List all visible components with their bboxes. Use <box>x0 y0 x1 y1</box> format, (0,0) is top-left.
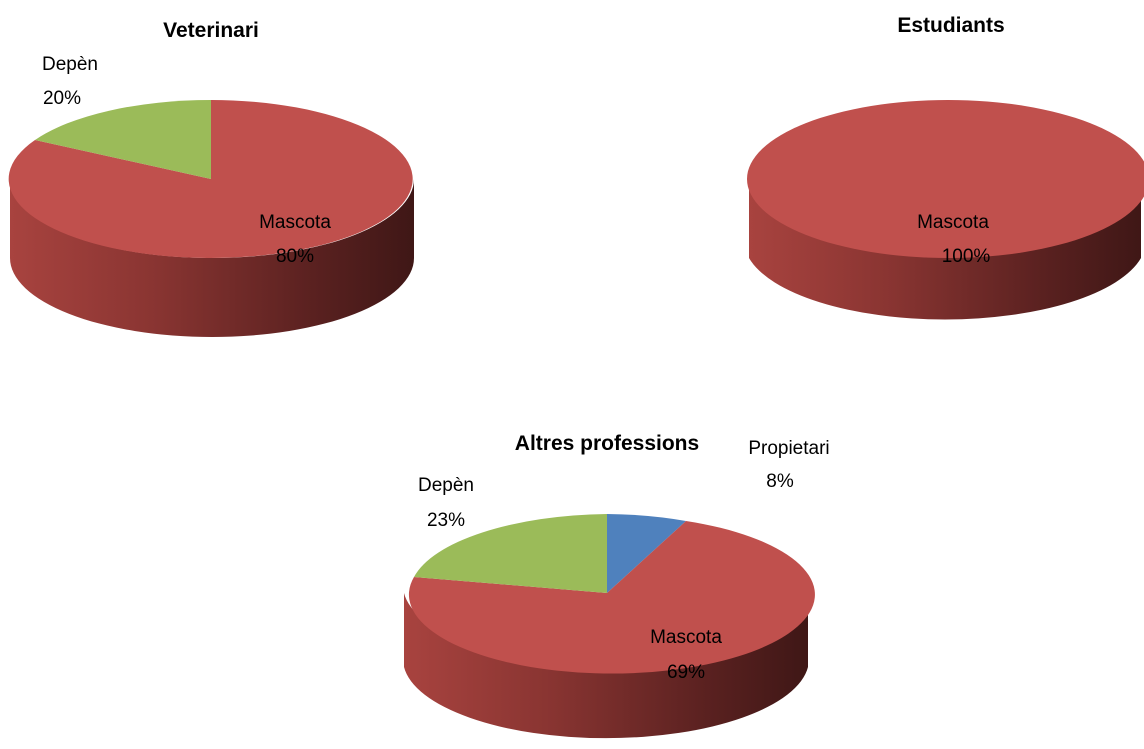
pie-slice-depen <box>414 514 607 593</box>
pie-slice-mascota <box>747 100 1144 258</box>
pie-slice-depen <box>35 99 211 179</box>
pie-slice-mascota <box>408 521 815 674</box>
slice-label-depen-value: 20% <box>43 88 81 109</box>
slice-label-mascota-value: 100% <box>942 246 991 267</box>
pie-slice-propietari <box>607 514 686 593</box>
slice-label-depen-name: Depèn <box>418 475 474 496</box>
pie-side <box>10 179 414 337</box>
chart-title: Veterinari <box>163 19 259 42</box>
slice-label-depen-value: 23% <box>427 510 465 531</box>
chart-title: Altres professions <box>515 432 699 455</box>
pie-chart-altres-professions: Altres professions Propietari 8% Mascota… <box>404 432 830 739</box>
slice-label-propietari-value: 8% <box>766 471 794 492</box>
slice-label-mascota-name: Mascota <box>259 212 331 233</box>
slice-label-mascota-value: 69% <box>667 662 705 683</box>
pie-chart-veterinari: Veterinari Mascota 80% Depèn 20% <box>8 19 414 337</box>
slice-label-mascota-value: 80% <box>276 246 314 267</box>
pie-chart-estudiants: Estudiants Mascota 100% <box>747 14 1144 320</box>
pie-slice-mascota <box>8 100 413 258</box>
chart-title: Estudiants <box>897 14 1004 37</box>
slice-label-mascota-name: Mascota <box>917 212 989 233</box>
slice-label-depen-name: Depèn <box>42 54 98 75</box>
slice-label-mascota-name: Mascota <box>650 627 722 648</box>
slice-label-propietari-name: Propietari <box>748 438 829 459</box>
